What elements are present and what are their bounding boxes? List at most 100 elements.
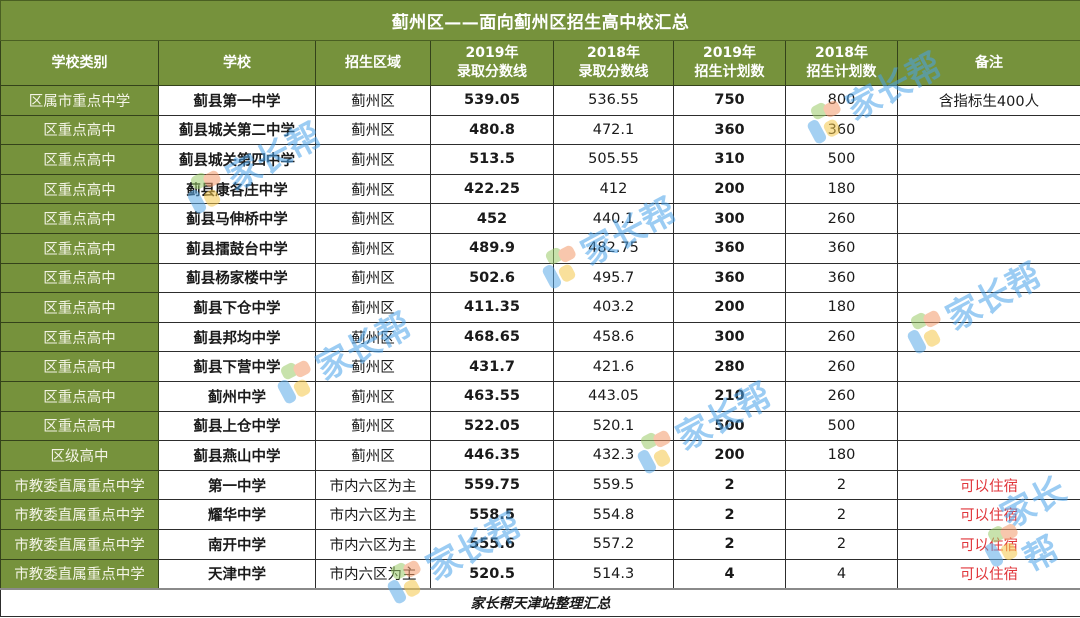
cell-area: 蓟州区 xyxy=(315,380,431,412)
cell-score-2018: 557.2 xyxy=(553,528,674,560)
cell-category: 区重点高中 xyxy=(0,292,159,323)
cell-plan-2018: 180 xyxy=(785,173,898,205)
cell-plan-2019: 300 xyxy=(673,203,786,234)
cell-category: 市教委直属重点中学 xyxy=(0,528,159,560)
cell-plan-2018: 2 xyxy=(785,528,898,560)
cell-category: 区级高中 xyxy=(0,440,159,471)
cell-category: 区重点高中 xyxy=(0,321,159,353)
cell-area: 蓟州区 xyxy=(315,351,431,382)
table-row: 区重点高中 蓟县下营中学 蓟州区 431.7 421.6 280 260 xyxy=(0,351,1080,382)
cell-plan-2019: 2 xyxy=(673,469,786,501)
table-row: 区重点高中 蓟县上仓中学 蓟州区 522.05 520.1 500 500 xyxy=(0,410,1080,442)
cell-score-2018: 536.55 xyxy=(553,85,674,116)
cell-school: 第一中学 xyxy=(158,469,316,501)
cell-note: 可以住宿 xyxy=(897,499,1080,530)
cell-plan-2018: 800 xyxy=(785,85,898,116)
table-row: 区属市重点中学 蓟县第一中学 蓟州区 539.05 536.55 750 800 含指标生40… xyxy=(0,85,1080,116)
table-row: 区重点高中 蓟县马伸桥中学 蓟州区 452 440.1 300 260 xyxy=(0,203,1080,234)
cell-plan-2019: 280 xyxy=(673,351,786,382)
cell-plan-2018: 260 xyxy=(785,351,898,382)
cell-category: 市教委直属重点中学 xyxy=(0,469,159,501)
cell-plan-2019: 750 xyxy=(673,85,786,116)
cell-plan-2018: 180 xyxy=(785,292,898,323)
cell-school: 蓟县擂鼓台中学 xyxy=(158,232,316,264)
table-row: 区重点高中 蓟县城关第二中学 蓟州区 480.8 472.1 360 360 xyxy=(0,114,1080,146)
cell-plan-2018: 360 xyxy=(785,114,898,146)
cell-score-2018: 482.75 xyxy=(553,232,674,264)
cell-plan-2019: 200 xyxy=(673,440,786,471)
cell-note: 可以住宿 xyxy=(897,528,1080,560)
col-header-label: 学校类别 xyxy=(51,54,108,71)
cell-area: 蓟州区 xyxy=(315,321,431,353)
cell-note: 可以住宿 xyxy=(897,469,1080,501)
cell-score-2019: 559.75 xyxy=(430,469,554,501)
cell-category: 区重点高中 xyxy=(0,410,159,442)
cell-school: 蓟州中学 xyxy=(158,380,316,412)
col-header-line2: 录取分数线 xyxy=(457,64,527,80)
cell-area: 蓟州区 xyxy=(315,203,431,234)
cell-score-2018: 505.55 xyxy=(553,144,674,175)
cell-school: 蓟县杨家楼中学 xyxy=(158,262,316,294)
cell-plan-2018: 260 xyxy=(785,321,898,353)
cell-category: 区重点高中 xyxy=(0,203,159,234)
cell-note xyxy=(897,321,1080,353)
cell-note xyxy=(897,114,1080,146)
cell-note xyxy=(897,440,1080,471)
table-row: 市教委直属重点中学 南开中学 市内六区为主 555.6 557.2 2 2 可以住宿 xyxy=(0,528,1080,560)
cell-note xyxy=(897,410,1080,442)
cell-school: 南开中学 xyxy=(158,528,316,560)
cell-score-2019: 520.5 xyxy=(430,558,554,590)
cell-score-2018: 403.2 xyxy=(553,292,674,323)
table-row: 市教委直属重点中学 耀华中学 市内六区为主 558.5 554.8 2 2 可以住宿 xyxy=(0,499,1080,530)
cell-score-2019: 422.25 xyxy=(430,173,554,205)
cell-category: 区重点高中 xyxy=(0,351,159,382)
col-header-line1: 2019年 xyxy=(465,45,519,61)
cell-area: 蓟州区 xyxy=(315,440,431,471)
cell-score-2019: 431.7 xyxy=(430,351,554,382)
cell-score-2019: 522.05 xyxy=(430,410,554,442)
cell-plan-2018: 360 xyxy=(785,232,898,264)
cell-score-2019: 513.5 xyxy=(430,144,554,175)
cell-school: 蓟县下仓中学 xyxy=(158,292,316,323)
cell-note xyxy=(897,232,1080,264)
col-header-line1: 2019年 xyxy=(703,45,756,61)
cell-score-2019: 468.65 xyxy=(430,321,554,353)
cell-note xyxy=(897,203,1080,234)
footer-row: 家长帮天津站整理汇总 xyxy=(0,587,1080,618)
cell-plan-2019: 2 xyxy=(673,499,786,530)
cell-school: 耀华中学 xyxy=(158,499,316,530)
cell-school: 蓟县邦均中学 xyxy=(158,321,316,353)
cell-score-2019: 480.8 xyxy=(430,114,554,146)
cell-score-2019: 446.35 xyxy=(430,440,554,471)
table-row: 区重点高中 蓟县邦均中学 蓟州区 468.65 458.6 300 260 xyxy=(0,321,1080,353)
cell-score-2018: 559.5 xyxy=(553,469,674,501)
cell-area: 蓟州区 xyxy=(315,173,431,205)
cell-school: 蓟县马伸桥中学 xyxy=(158,203,316,234)
cell-score-2018: 514.3 xyxy=(553,558,674,590)
col-header-area: 招生区域 xyxy=(315,40,431,86)
col-header-line2: 招生计划数 xyxy=(694,64,765,80)
col-header-label: 备注 xyxy=(975,54,1003,71)
title-row: 蓟州区——面向蓟州区招生高中校汇总 xyxy=(0,0,1080,41)
col-header-line1: 2018年 xyxy=(587,45,640,61)
cell-note xyxy=(897,380,1080,412)
cell-score-2018: 432.3 xyxy=(553,440,674,471)
cell-category: 区属市重点中学 xyxy=(0,85,159,116)
col-header-plan-2019: 2019年招生计划数 xyxy=(673,40,786,86)
cell-score-2019: 502.6 xyxy=(430,262,554,294)
header-row: 学校类别 学校 招生区域 2019年 录取分数线 2018年 录取分数线 2019年… xyxy=(0,40,1080,86)
cell-plan-2018: 180 xyxy=(785,440,898,471)
cell-score-2019: 539.05 xyxy=(430,85,554,116)
table-row: 区重点高中 蓟县杨家楼中学 蓟州区 502.6 495.7 360 360 xyxy=(0,262,1080,294)
table-row: 区重点高中 蓟县下仓中学 蓟州区 411.35 403.2 200 180 xyxy=(0,292,1080,323)
cell-area: 市内六区为主 xyxy=(315,469,431,501)
cell-plan-2019: 360 xyxy=(673,114,786,146)
cell-score-2018: 440.1 xyxy=(553,203,674,234)
cell-plan-2018: 2 xyxy=(785,499,898,530)
cell-note xyxy=(897,262,1080,294)
cell-plan-2019: 200 xyxy=(673,292,786,323)
cell-area: 蓟州区 xyxy=(315,292,431,323)
cell-school: 蓟县下营中学 xyxy=(158,351,316,382)
cell-area: 市内六区为主 xyxy=(315,499,431,530)
